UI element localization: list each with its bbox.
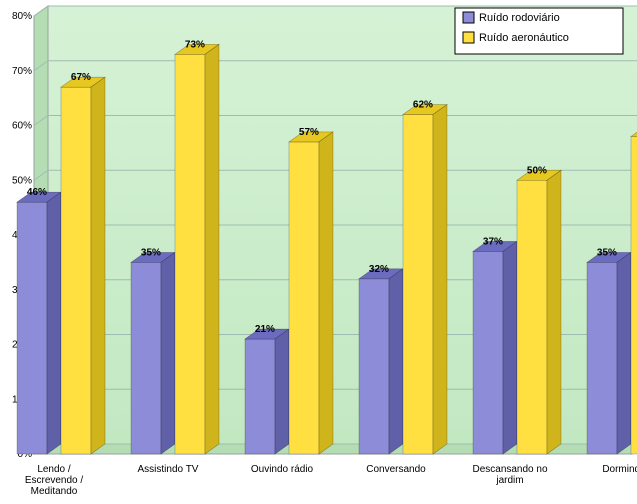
bar-value-label: 73% <box>185 39 205 50</box>
bar-front <box>175 54 205 454</box>
legend-label: Ruído rodoviário <box>479 12 560 24</box>
y-tick-label: 60% <box>12 121 32 132</box>
x-category-label: Dormindo <box>602 464 637 475</box>
y-tick-label: 80% <box>12 11 32 22</box>
chart-svg: 0%10%20%30%40%50%60%70%80%46%67%35%73%21… <box>0 0 637 504</box>
bar-side <box>433 105 447 454</box>
bar-side <box>319 132 333 454</box>
legend-label: Ruído aeronáutico <box>479 32 569 44</box>
bar-side <box>161 252 175 454</box>
bar-front <box>61 87 91 454</box>
bar-front <box>131 262 161 454</box>
x-category-label: Assistindo TV <box>138 464 199 475</box>
x-category-label: Ouvindo rádio <box>251 464 314 475</box>
bar-side <box>47 192 61 454</box>
legend-swatch <box>463 12 474 23</box>
bar-front <box>289 142 319 454</box>
bar-side <box>547 170 561 454</box>
bar-side <box>205 44 219 454</box>
x-category-label: Conversando <box>366 464 426 475</box>
bar-value-label: 21% <box>255 324 275 335</box>
bar-value-label: 32% <box>369 264 389 275</box>
bar-front <box>587 262 617 454</box>
bar-side <box>389 269 403 454</box>
bar-value-label: 35% <box>597 247 617 258</box>
bar-side <box>275 329 289 454</box>
bar-front <box>17 202 47 454</box>
chart-root: 0%10%20%30%40%50%60%70%80%46%67%35%73%21… <box>0 0 637 504</box>
bar-side <box>503 241 517 454</box>
bar-front <box>631 136 637 454</box>
bar-value-label: 50% <box>527 165 547 176</box>
bar-value-label: 67% <box>71 72 91 83</box>
bar-value-label: 62% <box>413 100 433 111</box>
x-category-label: Descansando nojardim <box>472 464 547 486</box>
bar-front <box>517 180 547 454</box>
bar-front <box>473 251 503 454</box>
y-tick-label: 70% <box>12 66 32 77</box>
bar-value-label: 35% <box>141 247 161 258</box>
bar-front <box>245 339 275 454</box>
bar-side <box>617 252 631 454</box>
bar-front <box>403 115 433 454</box>
bar-front <box>359 279 389 454</box>
bar-value-label: 37% <box>483 236 503 247</box>
bar-value-label: 57% <box>299 127 319 138</box>
x-category-label: Lendo /Escrevendo /Meditando <box>25 464 84 497</box>
bar-value-label: 46% <box>27 187 47 198</box>
y-tick-label: 50% <box>12 175 32 186</box>
bar-side <box>91 77 105 454</box>
legend-swatch <box>463 32 474 43</box>
